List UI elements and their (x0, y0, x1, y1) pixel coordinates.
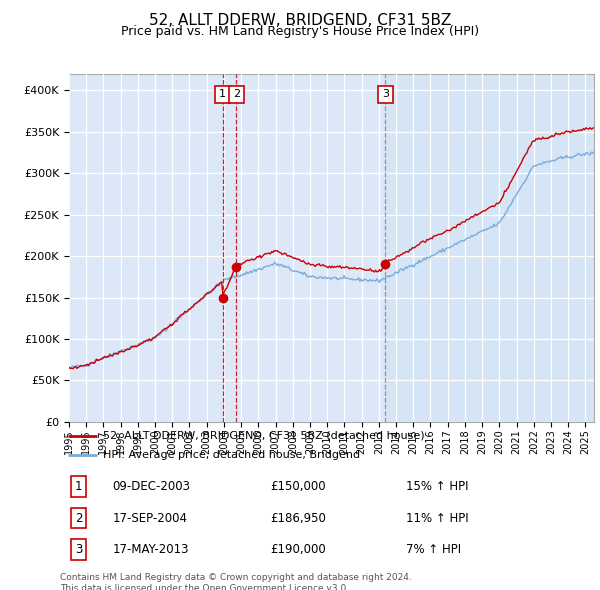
Text: £186,950: £186,950 (270, 512, 326, 525)
Text: 11% ↑ HPI: 11% ↑ HPI (407, 512, 469, 525)
Text: 3: 3 (382, 90, 389, 100)
Text: £150,000: £150,000 (270, 480, 326, 493)
Text: 09-DEC-2003: 09-DEC-2003 (113, 480, 191, 493)
Text: 1: 1 (75, 480, 83, 493)
Text: £190,000: £190,000 (270, 543, 326, 556)
Text: 52, ALLT DDERW, BRIDGEND, CF31 5BZ: 52, ALLT DDERW, BRIDGEND, CF31 5BZ (149, 13, 451, 28)
Text: 52, ALLT DDERW, BRIDGEND, CF31 5BZ (detached house): 52, ALLT DDERW, BRIDGEND, CF31 5BZ (deta… (103, 431, 425, 441)
Text: 17-SEP-2004: 17-SEP-2004 (113, 512, 187, 525)
Text: HPI: Average price, detached house, Bridgend: HPI: Average price, detached house, Brid… (103, 451, 360, 460)
Text: 15% ↑ HPI: 15% ↑ HPI (407, 480, 469, 493)
Text: 1: 1 (219, 90, 226, 100)
Text: 2: 2 (233, 90, 240, 100)
Text: Contains HM Land Registry data © Crown copyright and database right 2024.
This d: Contains HM Land Registry data © Crown c… (60, 573, 412, 590)
Bar (385, 74, 594, 422)
Text: Price paid vs. HM Land Registry's House Price Index (HPI): Price paid vs. HM Land Registry's House … (121, 25, 479, 38)
Text: 3: 3 (75, 543, 83, 556)
Text: 2: 2 (75, 512, 83, 525)
Text: 17-MAY-2013: 17-MAY-2013 (113, 543, 189, 556)
Text: 7% ↑ HPI: 7% ↑ HPI (407, 543, 461, 556)
